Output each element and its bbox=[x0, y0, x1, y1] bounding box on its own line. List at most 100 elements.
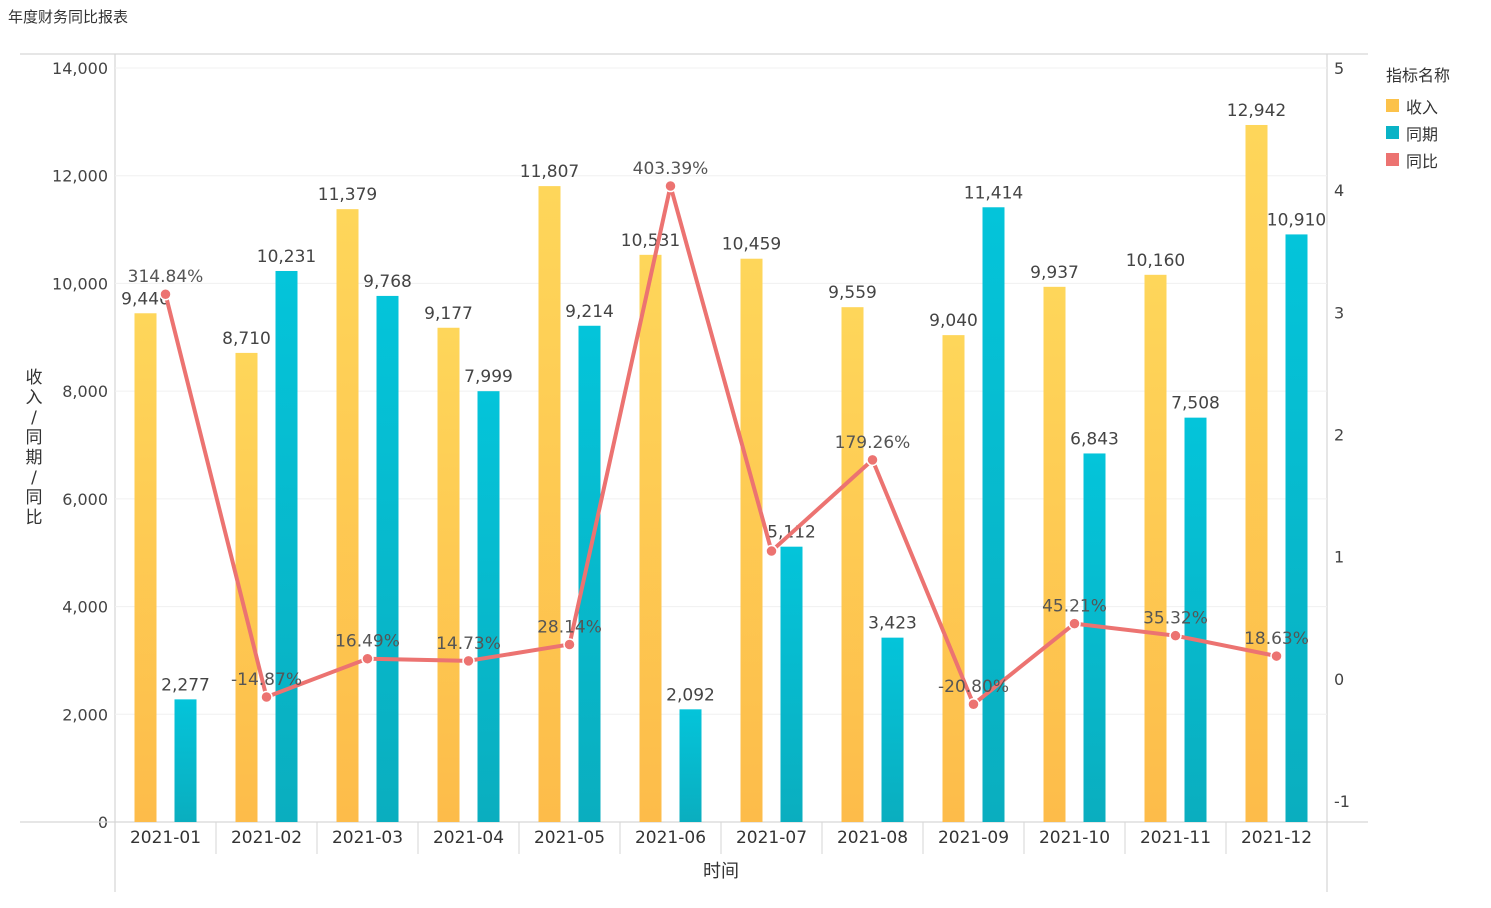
data-label-same-period: 7,508 bbox=[1171, 394, 1220, 414]
x-tick-label: 2021-09 bbox=[938, 828, 1009, 848]
x-tick-label: 2021-01 bbox=[130, 828, 201, 848]
point-yoy bbox=[866, 453, 879, 467]
x-tick-label: 2021-03 bbox=[332, 828, 403, 848]
bar-same-period bbox=[679, 709, 702, 822]
bar-same-period bbox=[1184, 417, 1207, 822]
data-label-same-period: 11,414 bbox=[964, 183, 1023, 203]
bar-revenue bbox=[841, 307, 864, 822]
data-label-yoy: 314.84% bbox=[128, 267, 204, 287]
bar-revenue bbox=[538, 186, 561, 823]
data-label-revenue: 12,942 bbox=[1227, 101, 1286, 121]
bar-revenue bbox=[1144, 274, 1167, 823]
y-left-tick-label: 4,000 bbox=[62, 598, 108, 617]
data-label-revenue: 10,531 bbox=[621, 231, 680, 251]
x-tick-label: 2021-07 bbox=[736, 828, 807, 848]
x-tick-label: 2021-10 bbox=[1039, 828, 1110, 848]
data-label-yoy: 18.63% bbox=[1244, 629, 1309, 649]
data-label-yoy: 16.49% bbox=[335, 632, 400, 652]
data-label-revenue: 9,177 bbox=[424, 304, 473, 324]
y-left-tick-label: 8,000 bbox=[62, 382, 108, 401]
bar-revenue bbox=[336, 209, 359, 823]
legend-swatch-yoy bbox=[1386, 153, 1399, 166]
point-yoy bbox=[361, 652, 374, 665]
bar-same-period bbox=[881, 637, 904, 822]
point-yoy bbox=[1169, 629, 1182, 642]
x-tick-label: 2021-06 bbox=[635, 828, 706, 848]
bar-same-period bbox=[275, 270, 298, 823]
legend-title: 指标名称 bbox=[1386, 66, 1451, 85]
bar-revenue bbox=[639, 254, 662, 822]
bar-revenue bbox=[740, 258, 763, 822]
y-right-tick-label: 5 bbox=[1334, 59, 1344, 78]
data-label-revenue: 8,710 bbox=[222, 329, 271, 349]
data-label-yoy: 403.39% bbox=[633, 159, 709, 179]
data-label-yoy: 45.21% bbox=[1042, 597, 1107, 617]
legend: 指标名称 收入 同期 同比 bbox=[1386, 62, 1450, 173]
point-yoy bbox=[967, 697, 980, 711]
line-yoy bbox=[163, 184, 1277, 707]
y-axis-title-char: 同 bbox=[25, 488, 43, 508]
y-axis-title-char: 期 bbox=[25, 448, 43, 468]
data-label-same-period: 6,843 bbox=[1070, 429, 1119, 449]
legend-item-same-period[interactable]: 同期 bbox=[1386, 119, 1450, 146]
y-axis-title-char: 收 bbox=[25, 368, 43, 388]
y-left-tick-label: 14,000 bbox=[52, 59, 108, 78]
data-label-same-period: 9,768 bbox=[363, 272, 412, 292]
bar-same-period bbox=[982, 207, 1005, 823]
data-label-same-period: 2,277 bbox=[161, 675, 210, 695]
data-label-revenue: 10,459 bbox=[722, 235, 781, 255]
data-label-revenue: 9,040 bbox=[929, 311, 978, 331]
bar-revenue bbox=[134, 313, 157, 822]
legend-label-yoy: 同比 bbox=[1406, 151, 1439, 171]
data-label-same-period: 3,423 bbox=[868, 614, 917, 634]
y-right-tick-label: 2 bbox=[1334, 426, 1344, 445]
y-left-tick-label: 2,000 bbox=[62, 705, 108, 724]
data-label-yoy: 179.26% bbox=[835, 433, 911, 453]
bar-same-period bbox=[578, 325, 601, 822]
x-axis-title: 时间 bbox=[703, 861, 739, 882]
y-left-tick-label: 6,000 bbox=[62, 490, 108, 509]
data-label-same-period: 10,910 bbox=[1267, 210, 1326, 230]
data-label-revenue: 11,379 bbox=[318, 185, 377, 205]
legend-label-same-period: 同期 bbox=[1406, 124, 1439, 144]
bar-same-period bbox=[780, 546, 803, 822]
y-right-tick-label: -1 bbox=[1334, 792, 1350, 811]
data-label-same-period: 2,092 bbox=[666, 685, 715, 705]
y-axis-title: 收入 / 同期 / 同比 bbox=[22, 368, 46, 528]
bar-revenue bbox=[235, 352, 258, 822]
legend-label-revenue: 收入 bbox=[1406, 97, 1439, 117]
y-right-tick-label: 3 bbox=[1334, 303, 1344, 322]
bar-revenue bbox=[437, 327, 460, 822]
y-axis-title-char: 同 bbox=[25, 428, 43, 448]
x-tick-label: 2021-04 bbox=[433, 828, 504, 848]
data-label-yoy: 35.32% bbox=[1143, 609, 1208, 629]
x-tick-label: 2021-02 bbox=[231, 828, 302, 848]
point-yoy bbox=[664, 179, 677, 193]
data-label-yoy: 14.73% bbox=[436, 634, 501, 654]
x-tick-label: 2021-05 bbox=[534, 828, 605, 848]
data-label-revenue: 9,446 bbox=[121, 289, 170, 309]
point-yoy bbox=[1270, 649, 1283, 663]
data-label-yoy: -14.87% bbox=[231, 670, 302, 690]
x-tick-label: 2021-11 bbox=[1140, 828, 1211, 848]
bar-revenue bbox=[1245, 124, 1268, 823]
y-right-tick-label: 4 bbox=[1334, 181, 1344, 200]
point-yoy bbox=[159, 287, 172, 301]
data-label-same-period: 7,999 bbox=[464, 367, 513, 387]
data-label-revenue: 10,160 bbox=[1126, 251, 1185, 271]
point-yoy bbox=[260, 690, 273, 704]
legend-swatch-revenue bbox=[1386, 99, 1399, 112]
data-label-yoy: 28.14% bbox=[537, 617, 602, 637]
bar-revenue bbox=[1043, 286, 1066, 823]
y-axis-title-char: 入 bbox=[25, 388, 43, 408]
point-yoy bbox=[563, 638, 576, 651]
legend-item-revenue[interactable]: 收入 bbox=[1386, 92, 1450, 119]
bar-same-period bbox=[376, 295, 399, 822]
data-label-revenue: 9,937 bbox=[1030, 263, 1079, 283]
data-label-yoy: -20.80% bbox=[938, 677, 1009, 697]
legend-swatch-same-period bbox=[1386, 126, 1399, 139]
legend-item-yoy[interactable]: 同比 bbox=[1386, 146, 1450, 173]
data-label-revenue: 9,559 bbox=[828, 283, 877, 303]
data-label-revenue: 11,807 bbox=[520, 162, 579, 182]
